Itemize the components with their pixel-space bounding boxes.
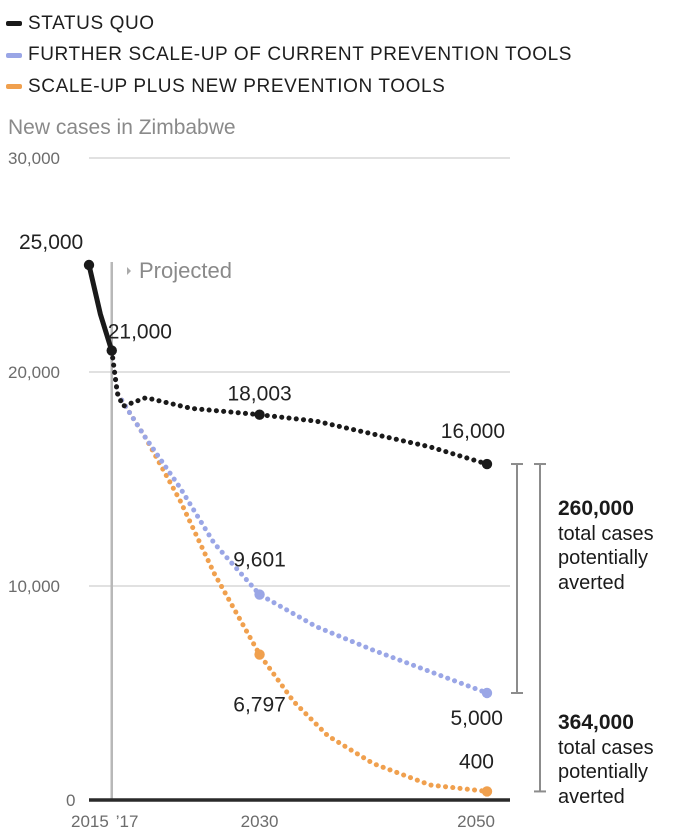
y-axis-title: New cases in Zimbabwe [8,116,236,139]
legend-label: SCALE-UP PLUS NEW PREVENTION TOOLS [28,75,446,97]
callout-text-line: total cases [558,522,654,545]
series-historical-line [86,262,115,354]
series-line [109,348,490,794]
data-point [254,589,265,600]
callout-value: 260,000 [558,497,634,520]
callout-364000: 364,000 total cases potentially averted [558,710,654,810]
callout-text-line: averted [558,786,625,809]
legend-item-new-tools[interactable]: SCALE-UP PLUS NEW PREVENTION TOOLS [6,71,572,103]
x-tick-label: ’17 [116,812,139,831]
data-label: 9,601 [233,549,286,572]
callout-text-line: total cases [558,736,654,759]
data-point [481,786,493,797]
data-point [254,409,265,420]
data-label: 18,003 [227,383,291,406]
legend-swatch-new-tools [6,84,22,90]
y-tick-label: 10,000 [8,577,60,596]
legend-item-status-quo[interactable]: STATUS QUO [6,8,572,40]
callout-text-line: averted [558,572,625,595]
legend-swatch-further-scale-up [6,52,22,58]
data-point [481,687,493,699]
legend-item-further-scale-up[interactable]: FURTHER SCALE-UP OF CURRENT PREVENTION T… [6,40,572,72]
data-label: 400 [459,750,494,773]
legend-label: FURTHER SCALE-UP OF CURRENT PREVENTION T… [28,44,573,66]
data-label: 6,797 [233,694,286,717]
data-point [106,345,117,356]
callout-260000: 260,000 total cases potentially averted [558,496,654,596]
legend-label: STATUS QUO [28,12,155,34]
x-tick-label: 2015 [71,812,109,831]
series-line [109,348,490,467]
data-point [83,259,95,271]
y-tick-label: 30,000 [8,149,60,168]
y-tick-label: 0 [66,791,75,810]
x-tick-label: 2050 [457,812,495,831]
data-point [254,649,265,660]
legend: STATUS QUO FURTHER SCALE-UP OF CURRENT P… [6,8,572,103]
y-tick-label: 20,000 [8,363,60,382]
data-label: 25,000 [19,231,83,254]
data-label: 16,000 [441,420,505,443]
legend-swatch-status-quo [6,21,22,27]
data-label: 21,000 [108,321,172,344]
callout-value: 364,000 [558,711,634,734]
x-tick-label: 2030 [241,812,279,831]
projected-arrow-icon [127,267,131,275]
series-line [109,348,490,696]
projected-label: Projected [139,258,232,283]
callout-text-line: potentially [558,761,649,784]
data-label: 5,000 [450,707,503,730]
data-point [481,458,493,470]
callout-text-line: potentially [558,547,649,570]
